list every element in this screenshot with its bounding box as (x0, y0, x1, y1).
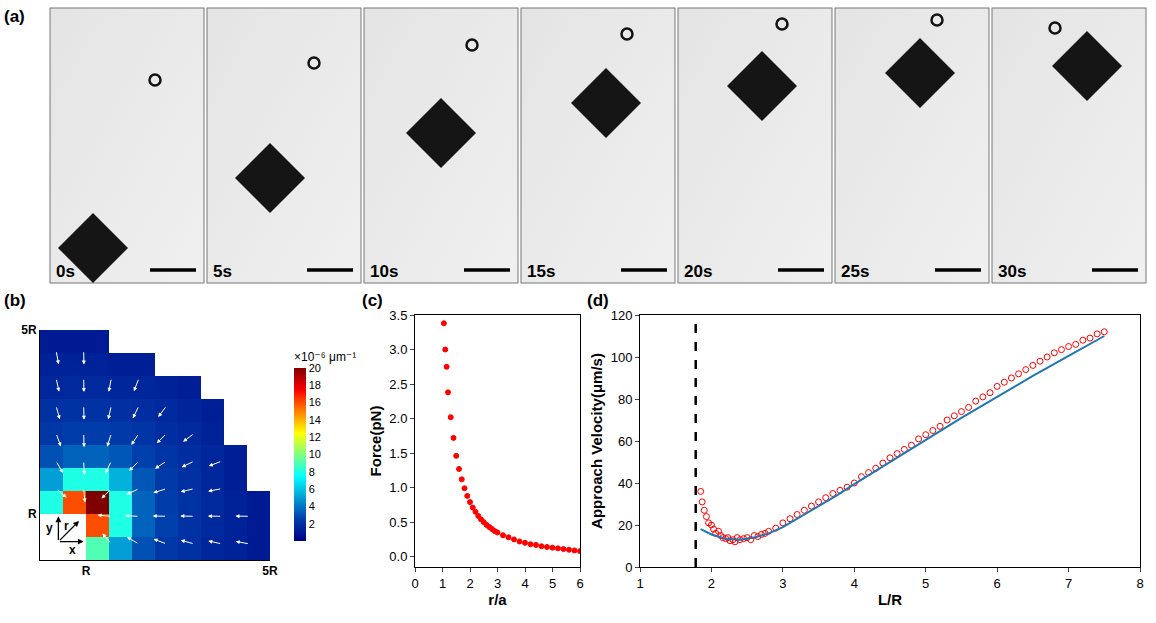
svg-text:120: 120 (611, 308, 633, 323)
svg-text:80: 80 (618, 392, 632, 407)
svg-text:60: 60 (618, 434, 632, 449)
svg-text:3: 3 (494, 576, 501, 591)
svg-text:2.5: 2.5 (389, 377, 407, 392)
svg-text:18: 18 (309, 379, 321, 391)
svg-text:15s: 15s (527, 262, 555, 281)
svg-text:r/a: r/a (488, 591, 507, 608)
svg-text:8: 8 (309, 466, 315, 478)
svg-text:6: 6 (576, 576, 583, 591)
svg-text:12: 12 (309, 431, 321, 443)
svg-text:25s: 25s (841, 262, 869, 281)
svg-text:7: 7 (1065, 576, 1072, 591)
svg-text:2: 2 (466, 576, 473, 591)
svg-text:y: y (46, 521, 53, 535)
svg-text:0.0: 0.0 (389, 549, 407, 564)
svg-text:40: 40 (618, 476, 632, 491)
svg-text:×10⁻⁶ μm⁻¹: ×10⁻⁶ μm⁻¹ (294, 350, 356, 364)
svg-text:6: 6 (309, 483, 315, 495)
svg-text:1.5: 1.5 (389, 446, 407, 461)
svg-text:(c): (c) (362, 291, 383, 310)
svg-text:10s: 10s (370, 262, 398, 281)
svg-text:100: 100 (611, 350, 633, 365)
svg-text:0: 0 (625, 560, 632, 575)
svg-text:L/R: L/R (878, 591, 902, 608)
svg-text:2: 2 (309, 518, 315, 530)
svg-text:5s: 5s (213, 262, 232, 281)
svg-text:Force(pN): Force(pN) (367, 406, 384, 477)
svg-text:5R: 5R (21, 323, 37, 337)
svg-text:10: 10 (309, 448, 321, 460)
svg-text:5R: 5R (262, 564, 278, 578)
svg-text:16: 16 (309, 396, 321, 408)
svg-text:20s: 20s (684, 262, 712, 281)
svg-text:R: R (28, 507, 37, 521)
svg-text:2.0: 2.0 (389, 411, 407, 426)
svg-text:0: 0 (411, 576, 418, 591)
svg-text:5: 5 (922, 576, 929, 591)
svg-text:3.0: 3.0 (389, 342, 407, 357)
svg-text:(b): (b) (4, 291, 26, 310)
svg-text:4: 4 (521, 576, 528, 591)
svg-text:0.5: 0.5 (389, 515, 407, 530)
svg-text:x: x (69, 543, 76, 557)
svg-text:6: 6 (994, 576, 1001, 591)
svg-text:5: 5 (549, 576, 556, 591)
svg-text:14: 14 (309, 414, 321, 426)
svg-text:3: 3 (779, 576, 786, 591)
svg-text:1: 1 (636, 576, 643, 591)
svg-text:(d): (d) (587, 291, 609, 310)
svg-text:r: r (64, 519, 69, 533)
svg-text:Approach Velocity(μm/s): Approach Velocity(μm/s) (588, 353, 605, 529)
svg-text:4: 4 (851, 576, 858, 591)
svg-text:R: R (82, 564, 91, 578)
svg-text:1: 1 (439, 576, 446, 591)
svg-text:1.0: 1.0 (389, 480, 407, 495)
svg-text:3.5: 3.5 (389, 308, 407, 323)
svg-text:30s: 30s (998, 262, 1026, 281)
svg-text:20: 20 (309, 362, 321, 374)
svg-text:2: 2 (708, 576, 715, 591)
svg-text:4: 4 (309, 500, 315, 512)
svg-text:20: 20 (618, 518, 632, 533)
svg-text:0s: 0s (56, 262, 75, 281)
svg-text:8: 8 (1136, 576, 1143, 591)
svg-text:(a): (a) (4, 7, 25, 26)
